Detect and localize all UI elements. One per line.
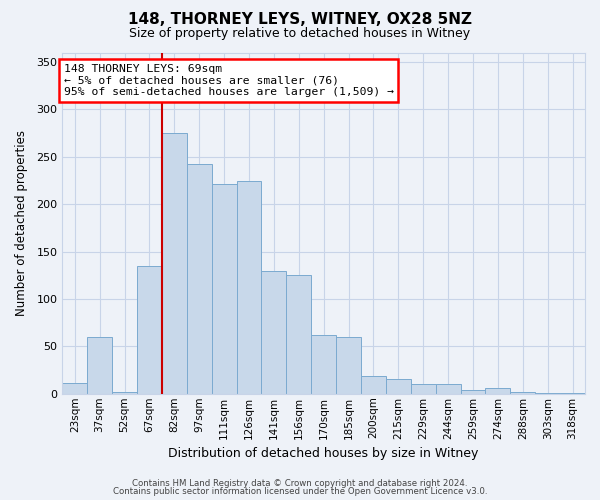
Bar	[436, 384, 461, 394]
Bar	[386, 378, 411, 394]
Text: 148, THORNEY LEYS, WITNEY, OX28 5NZ: 148, THORNEY LEYS, WITNEY, OX28 5NZ	[128, 12, 472, 28]
Text: Size of property relative to detached houses in Witney: Size of property relative to detached ho…	[130, 28, 470, 40]
Bar	[187, 164, 212, 394]
Bar	[485, 388, 511, 394]
Bar	[535, 393, 560, 394]
Bar	[137, 266, 162, 394]
Text: Contains public sector information licensed under the Open Government Licence v3: Contains public sector information licen…	[113, 487, 487, 496]
Bar	[286, 276, 311, 394]
Bar	[87, 337, 112, 394]
Bar	[511, 392, 535, 394]
Bar	[560, 393, 585, 394]
Bar	[262, 270, 286, 394]
Bar	[461, 390, 485, 394]
Bar	[361, 376, 386, 394]
Bar	[336, 337, 361, 394]
Bar	[62, 384, 87, 394]
Text: Contains HM Land Registry data © Crown copyright and database right 2024.: Contains HM Land Registry data © Crown c…	[132, 478, 468, 488]
Text: 148 THORNEY LEYS: 69sqm
← 5% of detached houses are smaller (76)
95% of semi-det: 148 THORNEY LEYS: 69sqm ← 5% of detached…	[64, 64, 394, 97]
Y-axis label: Number of detached properties: Number of detached properties	[15, 130, 28, 316]
Bar	[212, 184, 236, 394]
Bar	[112, 392, 137, 394]
Bar	[411, 384, 436, 394]
Bar	[236, 182, 262, 394]
Bar	[162, 133, 187, 394]
Bar	[311, 335, 336, 394]
X-axis label: Distribution of detached houses by size in Witney: Distribution of detached houses by size …	[169, 447, 479, 460]
